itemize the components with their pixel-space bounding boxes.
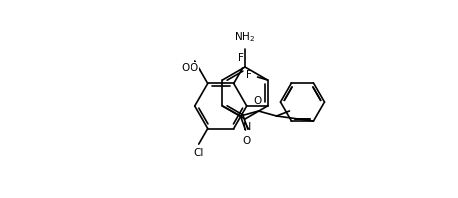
Text: F: F	[245, 70, 251, 80]
Text: O: O	[253, 96, 262, 106]
Text: N: N	[243, 122, 251, 132]
Text: O: O	[190, 63, 198, 73]
Text: O: O	[181, 63, 190, 73]
Text: NH$_2$: NH$_2$	[234, 30, 256, 44]
Text: F: F	[238, 53, 244, 63]
Text: O: O	[242, 136, 251, 146]
Text: Cl: Cl	[194, 148, 204, 158]
